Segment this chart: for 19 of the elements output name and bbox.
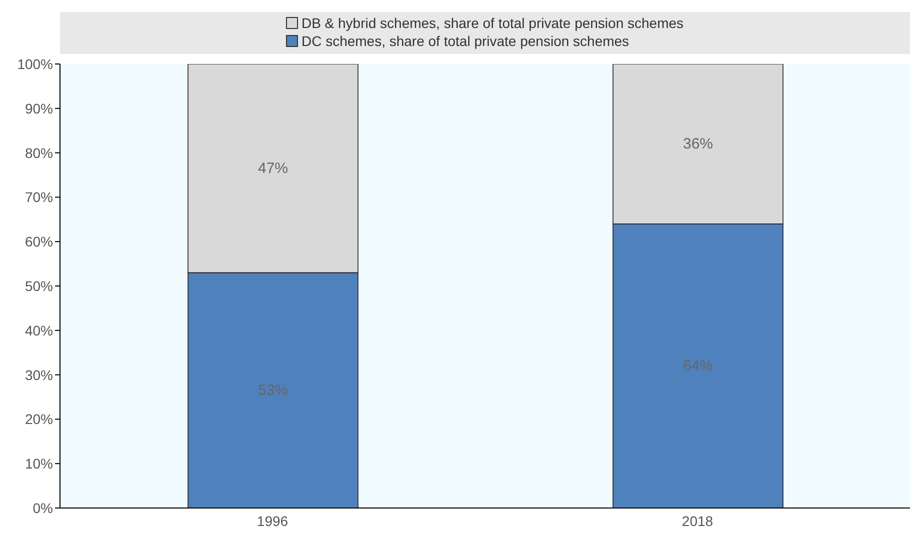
y-tick-label: 50% xyxy=(24,278,53,294)
x-tick-label: 2018 xyxy=(682,512,714,529)
legend-label: DB & hybrid schemes, share of total private pension schemes xyxy=(301,14,684,32)
y-tick-label: 90% xyxy=(24,100,53,116)
data-label: 64% xyxy=(682,357,714,374)
y-tick-label: 100% xyxy=(17,56,53,72)
legend-label: DC schemes, share of total private pension schemes xyxy=(301,32,630,50)
y-tick-label: 40% xyxy=(24,322,53,338)
y-tick-label: 10% xyxy=(24,456,53,472)
data-label: 36% xyxy=(682,135,714,152)
y-tick-label: 80% xyxy=(24,144,53,161)
y-tick-label: 0% xyxy=(32,500,53,516)
y-tick-label: 20% xyxy=(24,411,53,428)
y-tick-label: 60% xyxy=(24,234,53,250)
data-label: 53% xyxy=(258,382,288,399)
x-tick-label: 1996 xyxy=(256,512,288,529)
data-label: 47% xyxy=(258,160,288,177)
y-tick-label: 30% xyxy=(24,366,53,383)
y-tick-label: 70% xyxy=(24,189,53,206)
